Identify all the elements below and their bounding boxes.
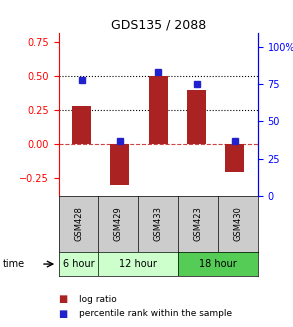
Bar [110, 145, 130, 185]
Text: 18 hour: 18 hour [199, 259, 237, 269]
Text: log ratio: log ratio [79, 295, 117, 304]
Bar [149, 76, 168, 145]
Bar [72, 106, 91, 145]
Text: GSM429: GSM429 [114, 207, 123, 241]
Bar [59, 252, 98, 276]
Bar [225, 145, 244, 172]
Bar [178, 196, 218, 252]
Bar [178, 252, 258, 276]
Text: GSM428: GSM428 [74, 207, 83, 241]
Text: 12 hour: 12 hour [119, 259, 157, 269]
Text: time: time [3, 259, 25, 269]
Text: GSM433: GSM433 [154, 206, 163, 242]
Bar [138, 196, 178, 252]
Bar [59, 196, 98, 252]
Bar [98, 252, 178, 276]
Text: ■: ■ [59, 294, 68, 304]
Text: GSM430: GSM430 [234, 207, 242, 241]
Text: 6 hour: 6 hour [63, 259, 94, 269]
Title: GDS135 / 2088: GDS135 / 2088 [110, 19, 206, 31]
Text: percentile rank within the sample: percentile rank within the sample [79, 309, 232, 318]
Bar [98, 196, 138, 252]
Bar [218, 196, 258, 252]
Text: GSM423: GSM423 [194, 207, 202, 241]
Text: ■: ■ [59, 309, 68, 319]
Bar [187, 90, 206, 145]
